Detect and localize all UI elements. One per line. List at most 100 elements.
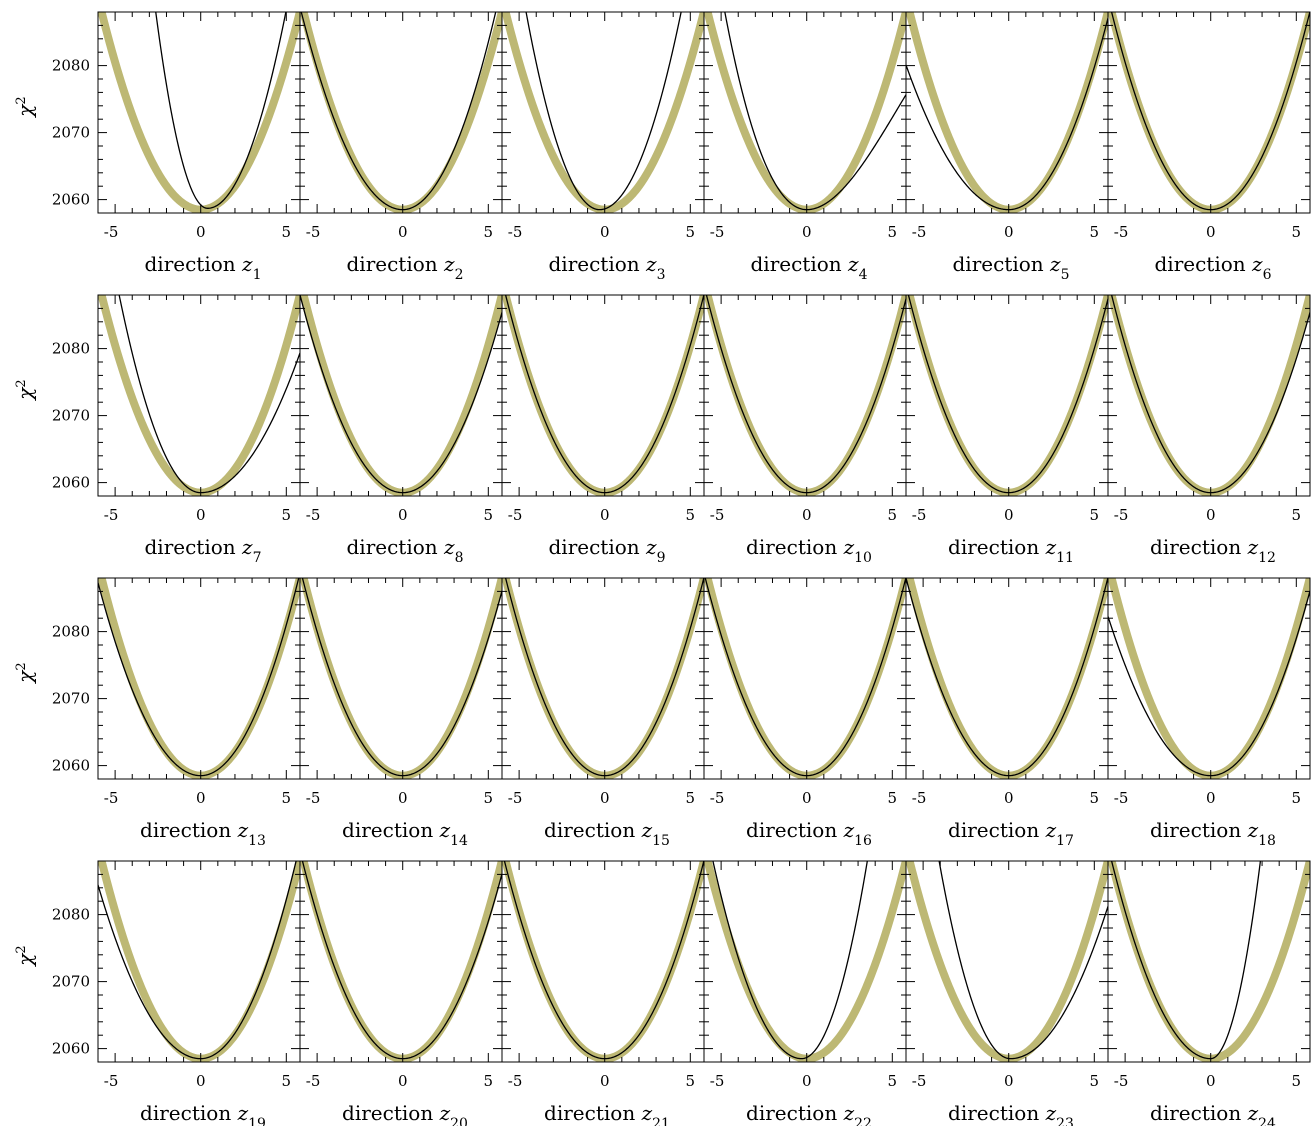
x-axis-subscript: 21 — [652, 1116, 670, 1126]
x-tick-label: 0 — [196, 506, 206, 524]
panel-frame — [1107, 294, 1311, 497]
profile-curve — [1110, 861, 1262, 1060]
x-tick-label: 0 — [600, 223, 610, 241]
profile-curve — [525, 12, 682, 211]
reference-curve — [502, 861, 704, 1062]
x-axis-title: direction z11 — [948, 535, 1074, 566]
x-axis-title-text: direction — [1150, 535, 1248, 559]
profile-curve — [504, 578, 704, 777]
x-axis-title: direction z18 — [1150, 818, 1276, 849]
reference-curve — [98, 295, 300, 496]
x-axis-title-text: direction — [746, 535, 844, 559]
profile-curve — [1110, 12, 1310, 211]
x-axis-subscript: 19 — [248, 1116, 266, 1126]
x-tick-label: 0 — [196, 223, 206, 241]
x-axis-subscript: 12 — [1258, 550, 1276, 566]
x-axis-title-text: direction — [544, 1101, 642, 1125]
y-tick-label: 2080 — [52, 340, 90, 358]
x-axis-title-text: direction — [746, 818, 844, 842]
panel-3: -5 0 5 direction z3 — [501, 11, 705, 283]
y-tick-label: 2070 — [52, 973, 90, 991]
x-tick-label: 0 — [196, 1072, 206, 1090]
x-axis-variable: z — [645, 535, 657, 559]
x-tick-label: -5 — [508, 1072, 523, 1090]
reference-curve — [98, 578, 300, 779]
profile-curve — [118, 295, 300, 494]
x-tick-label: -5 — [710, 1072, 725, 1090]
x-axis-title: direction z2 — [347, 252, 464, 283]
x-axis-subscript: 23 — [1056, 1116, 1074, 1126]
profile-curve — [712, 861, 868, 1060]
x-axis-subscript: 8 — [455, 550, 464, 566]
x-axis-subscript: 2 — [455, 267, 464, 283]
y-axis-symbol: χ — [13, 669, 37, 685]
reference-curve — [1108, 578, 1310, 779]
x-tick-label: 5 — [484, 223, 494, 241]
y-tick-label: 2060 — [52, 1040, 90, 1058]
x-tick-label: 0 — [398, 789, 408, 807]
x-tick-label: 5 — [686, 506, 696, 524]
profile-curve — [504, 295, 704, 494]
reference-curve — [300, 861, 502, 1062]
profile-curve — [1108, 590, 1310, 777]
x-tick-label: -5 — [1114, 506, 1129, 524]
reference-curve — [906, 861, 1108, 1062]
x-axis-subscript: 3 — [657, 267, 666, 283]
x-axis-variable: z — [443, 535, 455, 559]
x-tick-label: 0 — [600, 1072, 610, 1090]
x-tick-label: 0 — [802, 789, 812, 807]
x-axis-title: direction z3 — [549, 252, 666, 283]
x-axis-variable: z — [843, 535, 855, 559]
x-axis-title-text: direction — [549, 535, 647, 559]
panel-16: -5 0 5 direction z16 — [703, 577, 907, 849]
x-tick-label: 5 — [1292, 1072, 1302, 1090]
panel-8: -5 0 5 direction z8 — [299, 294, 503, 566]
x-tick-label: -5 — [912, 506, 927, 524]
x-tick-label: 5 — [888, 506, 898, 524]
reference-curve — [98, 861, 300, 1062]
x-tick-label: 0 — [802, 1072, 812, 1090]
x-axis-title: direction z5 — [953, 252, 1070, 283]
panel-11: -5 0 5 direction z11 — [905, 294, 1109, 566]
panel-14: -5 0 5 direction z14 — [299, 577, 503, 849]
panel-12: -5 0 5 direction z12 — [1107, 294, 1311, 566]
x-axis-title: direction z12 — [1150, 535, 1276, 566]
x-axis-variable: z — [1049, 252, 1061, 276]
x-axis-title: direction z24 — [1150, 1101, 1276, 1126]
x-tick-label: 0 — [1004, 506, 1014, 524]
x-axis-subscript: 14 — [450, 833, 468, 849]
x-axis-variable: z — [1045, 818, 1057, 842]
x-axis-variable: z — [641, 1101, 653, 1125]
x-axis-title-text: direction — [948, 1101, 1046, 1125]
x-tick-label: -5 — [306, 223, 321, 241]
x-tick-label: 5 — [686, 223, 696, 241]
x-axis-subscript: 6 — [1263, 267, 1272, 283]
x-tick-label: 5 — [686, 1072, 696, 1090]
x-tick-label: -5 — [710, 223, 725, 241]
x-axis-title: direction z1 — [145, 252, 262, 283]
x-tick-label: -5 — [912, 789, 927, 807]
panel-9: -5 0 5 direction z9 — [501, 294, 705, 566]
x-tick-label: 5 — [1090, 506, 1100, 524]
x-axis-title: direction z9 — [549, 535, 666, 566]
y-axis-superscript: 2 — [14, 96, 29, 104]
panel-22: -5 0 5 direction z22 — [703, 860, 907, 1126]
x-tick-label: 5 — [888, 789, 898, 807]
x-tick-label: -5 — [508, 789, 523, 807]
x-axis-title-text: direction — [347, 535, 445, 559]
reference-curve — [704, 12, 906, 213]
x-axis-title-text: direction — [1150, 1101, 1248, 1125]
x-tick-label: 0 — [398, 506, 408, 524]
x-tick-label: 5 — [282, 506, 292, 524]
y-axis-symbol: χ — [13, 103, 37, 119]
x-tick-label: 0 — [1206, 789, 1216, 807]
x-tick-label: -5 — [508, 506, 523, 524]
panel-23: -5 0 5 direction z23 — [905, 860, 1109, 1126]
panel-18: -5 0 5 direction z18 — [1107, 577, 1311, 849]
x-axis-title: direction z10 — [746, 535, 872, 566]
x-tick-label: -5 — [1114, 223, 1129, 241]
x-tick-label: 5 — [1292, 223, 1302, 241]
x-axis-title-text: direction — [549, 252, 647, 276]
x-axis-subscript: 11 — [1056, 550, 1074, 566]
panel-21: -5 0 5 direction z21 — [501, 860, 705, 1126]
